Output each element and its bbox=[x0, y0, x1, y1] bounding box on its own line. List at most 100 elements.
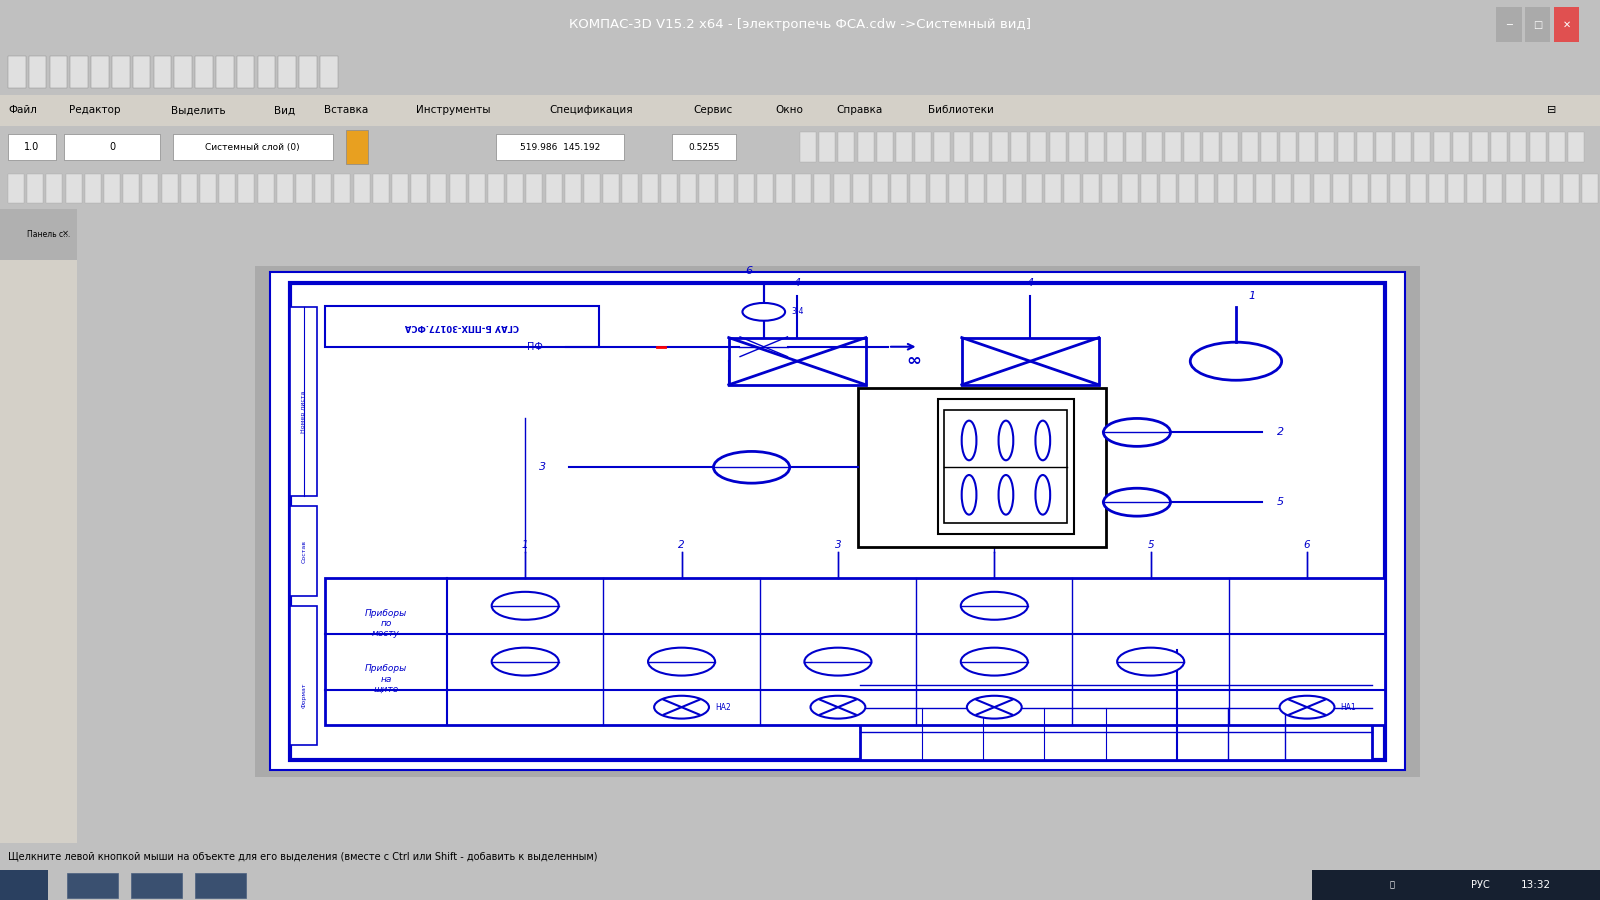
Bar bbox=[891, 175, 907, 202]
Bar bbox=[1256, 175, 1272, 202]
Bar bbox=[1126, 132, 1142, 162]
Text: Вставка: Вставка bbox=[323, 105, 368, 115]
Bar bbox=[987, 175, 1003, 202]
Bar bbox=[290, 283, 1386, 760]
Text: Тр: Тр bbox=[522, 653, 530, 659]
Bar bbox=[642, 175, 658, 202]
Bar bbox=[938, 399, 1074, 534]
Bar bbox=[838, 132, 854, 162]
Bar bbox=[968, 175, 984, 202]
Bar bbox=[1530, 132, 1546, 162]
Bar bbox=[1006, 175, 1022, 202]
Bar bbox=[973, 132, 989, 162]
Bar bbox=[299, 56, 317, 88]
Bar bbox=[254, 266, 1421, 777]
Text: Формат: Формат bbox=[301, 683, 306, 708]
Bar bbox=[814, 175, 830, 202]
Bar bbox=[1318, 132, 1334, 162]
Text: 1-2: 1-2 bbox=[520, 608, 530, 614]
Bar bbox=[238, 175, 254, 202]
Bar bbox=[858, 388, 1107, 546]
Bar bbox=[1448, 175, 1464, 202]
Bar bbox=[1083, 175, 1099, 202]
Bar bbox=[954, 132, 970, 162]
Bar bbox=[853, 175, 869, 202]
Circle shape bbox=[1104, 488, 1171, 517]
Bar bbox=[325, 578, 1386, 725]
Bar bbox=[411, 175, 427, 202]
Text: 3: 3 bbox=[835, 540, 842, 550]
Bar bbox=[66, 175, 82, 202]
Text: ⊟: ⊟ bbox=[1547, 105, 1557, 115]
Bar bbox=[1429, 175, 1445, 202]
Text: Сервис: Сервис bbox=[694, 105, 733, 115]
Circle shape bbox=[960, 592, 1027, 620]
Bar bbox=[1069, 132, 1085, 162]
Bar bbox=[104, 175, 120, 202]
Bar bbox=[0, 870, 48, 900]
Bar bbox=[131, 873, 182, 897]
Bar bbox=[992, 132, 1008, 162]
Text: У: У bbox=[1149, 653, 1152, 659]
Bar bbox=[1261, 132, 1277, 162]
Bar bbox=[1184, 132, 1200, 162]
Bar bbox=[1045, 175, 1061, 202]
Bar bbox=[1549, 132, 1565, 162]
Text: К: К bbox=[835, 653, 840, 659]
Bar bbox=[91, 56, 109, 88]
Bar bbox=[944, 410, 1067, 523]
Bar bbox=[872, 175, 888, 202]
Text: 0.5255: 0.5255 bbox=[688, 143, 720, 152]
Bar bbox=[450, 175, 466, 202]
Bar bbox=[819, 132, 835, 162]
Bar bbox=[949, 175, 965, 202]
Bar bbox=[142, 175, 158, 202]
Text: 🔊: 🔊 bbox=[1389, 880, 1395, 889]
Text: 3-4: 3-4 bbox=[790, 307, 803, 316]
Text: 5: 5 bbox=[1277, 497, 1285, 508]
Bar bbox=[1414, 132, 1430, 162]
Bar bbox=[603, 175, 619, 202]
Bar bbox=[1568, 132, 1584, 162]
Text: ПФ: ПФ bbox=[526, 342, 542, 352]
Bar bbox=[1314, 175, 1330, 202]
Text: Окно: Окно bbox=[774, 105, 803, 115]
Text: ×: × bbox=[62, 230, 69, 238]
Text: 5: 5 bbox=[1147, 540, 1154, 550]
Bar bbox=[795, 175, 811, 202]
Bar bbox=[1371, 175, 1387, 202]
Bar bbox=[430, 175, 446, 202]
Bar bbox=[354, 175, 370, 202]
Bar bbox=[8, 134, 56, 160]
Text: ─: ─ bbox=[1506, 20, 1512, 30]
Text: ∞: ∞ bbox=[906, 352, 922, 370]
Bar bbox=[488, 175, 504, 202]
Bar bbox=[1338, 132, 1354, 162]
Text: 0: 0 bbox=[109, 142, 115, 152]
Circle shape bbox=[742, 303, 786, 320]
Bar bbox=[219, 175, 235, 202]
Bar bbox=[1011, 132, 1027, 162]
Bar bbox=[216, 56, 234, 88]
Bar bbox=[195, 873, 246, 897]
Text: Состав: Состав bbox=[301, 540, 306, 562]
Text: К: К bbox=[680, 653, 683, 659]
Text: 519.986  145.192: 519.986 145.192 bbox=[520, 143, 600, 152]
Bar bbox=[584, 175, 600, 202]
Text: Файл: Файл bbox=[8, 105, 37, 115]
Bar bbox=[0, 209, 77, 259]
Circle shape bbox=[491, 592, 558, 620]
Bar bbox=[1222, 132, 1238, 162]
Bar bbox=[834, 175, 850, 202]
Text: Библиотеки: Библиотеки bbox=[928, 105, 994, 115]
Text: 11: 11 bbox=[1262, 688, 1286, 706]
Text: 1.0: 1.0 bbox=[24, 142, 40, 152]
Bar bbox=[1050, 132, 1066, 162]
Bar bbox=[877, 132, 893, 162]
Bar bbox=[174, 56, 192, 88]
Text: 6: 6 bbox=[746, 266, 752, 276]
Bar bbox=[1312, 870, 1600, 900]
Bar bbox=[1544, 175, 1560, 202]
Circle shape bbox=[960, 648, 1027, 676]
Text: 2-5: 2-5 bbox=[1146, 664, 1155, 670]
